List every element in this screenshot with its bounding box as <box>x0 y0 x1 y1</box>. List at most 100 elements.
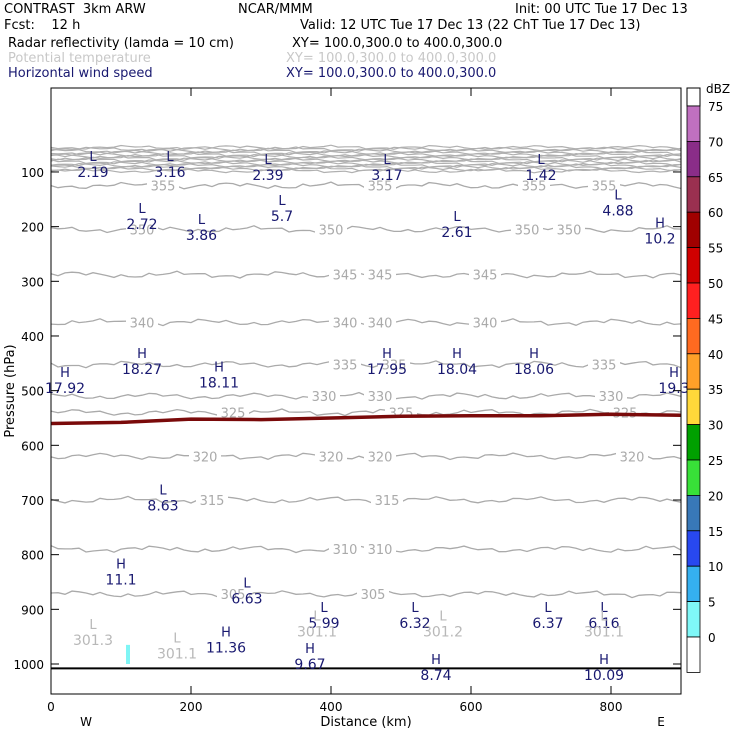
theta-band-line <box>50 160 682 167</box>
y-tick-label: 500 <box>21 385 44 399</box>
colorbar-top-cap <box>686 87 701 107</box>
wind-extremum-value: 10.09 <box>584 668 624 684</box>
wind-extremum-value: 3.86 <box>186 228 217 244</box>
wind-extremum-value: 18.06 <box>514 362 554 378</box>
wind-extremum-type: H <box>599 653 609 668</box>
theta-line-335 <box>50 360 682 369</box>
theta-label-bg <box>126 221 158 237</box>
theta-label: 320 <box>368 450 393 465</box>
theta-label: 305 <box>221 588 246 603</box>
y-tick-label: 900 <box>21 603 44 617</box>
theta-label-bg <box>364 314 396 330</box>
wind-extremum-type: L <box>138 202 146 217</box>
wind-extremum-value: 6.16 <box>588 616 619 632</box>
y-tick-label: 100 <box>21 166 44 180</box>
wind-extremum-type: H <box>137 347 147 362</box>
theta-label-bg <box>315 221 347 237</box>
wind-extremum-value: 18.27 <box>122 362 162 378</box>
y-tick-label: 200 <box>21 221 44 235</box>
wind-extremum-value: 17.95 <box>367 362 407 378</box>
x-axis: 0 200 400 600 800 W E Distance (km) <box>47 88 665 730</box>
theta-band-line <box>50 148 682 154</box>
y-tick-label: 400 <box>21 330 44 344</box>
theta-label: 350 <box>319 223 344 238</box>
theta-label: 340 <box>333 316 358 331</box>
wind-extremum-type: L <box>198 213 206 228</box>
theta-label: 335 <box>333 358 358 373</box>
wind-extremum-type: H <box>221 626 231 641</box>
theta-band-line <box>50 168 682 174</box>
theta-label-bg <box>196 491 228 507</box>
colorbar-swatch <box>686 282 701 319</box>
wind-extremum-type: L <box>411 601 419 616</box>
theta-extremum-value: 301.1 <box>297 625 337 641</box>
theta-label-bg <box>378 356 410 372</box>
x-tick-label: 800 <box>600 700 623 714</box>
legend-reflectivity-xy: XY= 100.0,300.0 to 400.0,300.0 <box>292 36 503 51</box>
colorbar-level-label: 40 <box>708 348 723 362</box>
theta-label: 345 <box>333 269 358 284</box>
wind-extremum-type: L <box>159 484 167 499</box>
theta-band-line <box>50 159 682 165</box>
theta-label-bg <box>364 541 396 557</box>
y-axis: 100 200 300 400 500 600 700 800 900 1000 Pressure … <box>3 166 681 672</box>
theta-label-bg <box>315 448 347 464</box>
wind-extremum-type: H <box>669 366 679 381</box>
wind-extremum-value: 11.1 <box>105 572 136 588</box>
theta-label: 315 <box>375 494 400 509</box>
theta-label: 350 <box>557 223 582 238</box>
colorbar-swatch <box>686 459 701 496</box>
theta-band-line <box>50 153 682 159</box>
x-tick-label: 600 <box>460 700 483 714</box>
wind-extremum-type: L <box>600 601 608 616</box>
theta-label: 310 <box>333 543 358 558</box>
theta-label-bg <box>217 404 249 420</box>
colorbar-swatch <box>686 211 701 248</box>
theta-extremum-type: L <box>600 610 608 625</box>
theta-band-line <box>50 164 682 170</box>
theta-line-325 <box>50 408 682 417</box>
theta-label-bg <box>588 356 620 372</box>
theta-label-bg <box>329 314 361 330</box>
colorbar-level-label: 25 <box>708 454 723 468</box>
valid-time: Valid: 12 UTC Tue 17 Dec 13 (22 ChT Tue … <box>300 18 641 33</box>
colorbar-level-label: 70 <box>708 135 723 149</box>
theta-label: 320 <box>620 450 645 465</box>
wind-extremum-type: H <box>60 366 70 381</box>
colorbar-level-label: 5 <box>708 596 716 610</box>
colorbar-swatch <box>686 424 701 461</box>
wind-extremum-type: H <box>529 347 539 362</box>
colorbar-swatch <box>686 317 701 355</box>
wind-extremum-value: 6.37 <box>532 616 563 632</box>
theta-label: 330 <box>368 390 393 405</box>
wind-extremum-type: H <box>305 642 315 657</box>
wind-extremum-type: L <box>278 194 286 209</box>
theta-extremum-value: 301.2 <box>423 625 463 641</box>
colorbar-level-label: 35 <box>708 383 723 397</box>
theta-label: 340 <box>130 316 155 331</box>
colorbar-level-label: 20 <box>708 489 723 503</box>
theta-label-bg <box>357 586 389 602</box>
theta-label-bg <box>189 448 221 464</box>
theta-label-bg <box>329 541 361 557</box>
theta-label: 345 <box>368 269 393 284</box>
x-tick-label: 400 <box>320 700 343 714</box>
colorbar-level-label: 60 <box>708 206 723 220</box>
legend-wind-xy: XY= 100.0,300.0 to 400.0,300.0 <box>286 66 497 81</box>
wind-extremum-value: 8.74 <box>420 668 451 684</box>
theta-label-bg <box>329 356 361 372</box>
theta-label-bg <box>308 388 340 404</box>
wind-extremum-type: H <box>655 217 665 232</box>
theta-label: 350 <box>130 223 155 238</box>
x-tick-label: 200 <box>180 700 203 714</box>
theta-label: 335 <box>592 358 617 373</box>
colorbar-swatch <box>686 176 701 213</box>
theta-label: 320 <box>193 450 218 465</box>
y-axis-title: Pressure (hPa) <box>3 344 18 437</box>
y-tick-label: 300 <box>21 275 44 289</box>
theta-label-bg <box>364 448 396 464</box>
theta-label-bg <box>364 177 396 193</box>
wind-extremum-type: H <box>452 347 462 362</box>
